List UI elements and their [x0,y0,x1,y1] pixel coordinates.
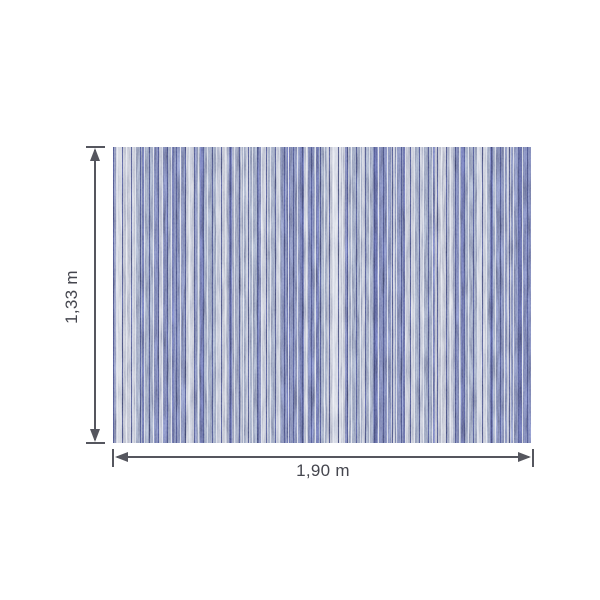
arrow-right-icon [518,452,531,462]
arrow-down-icon [90,429,100,442]
arrow-up-icon [90,148,100,161]
height-dimension-line [94,150,96,440]
width-left-tick [112,449,114,467]
width-right-tick [532,449,534,467]
arrow-left-icon [115,452,128,462]
carpet-grain-texture [113,147,531,443]
height-top-tick [86,146,105,148]
height-bottom-tick [86,442,105,444]
width-dimension-label: 1,90 m [296,461,350,480]
carpet-swatch-image [113,147,531,443]
height-dimension-label: 1,33 m [62,270,81,324]
width-dimension-line [117,456,529,458]
